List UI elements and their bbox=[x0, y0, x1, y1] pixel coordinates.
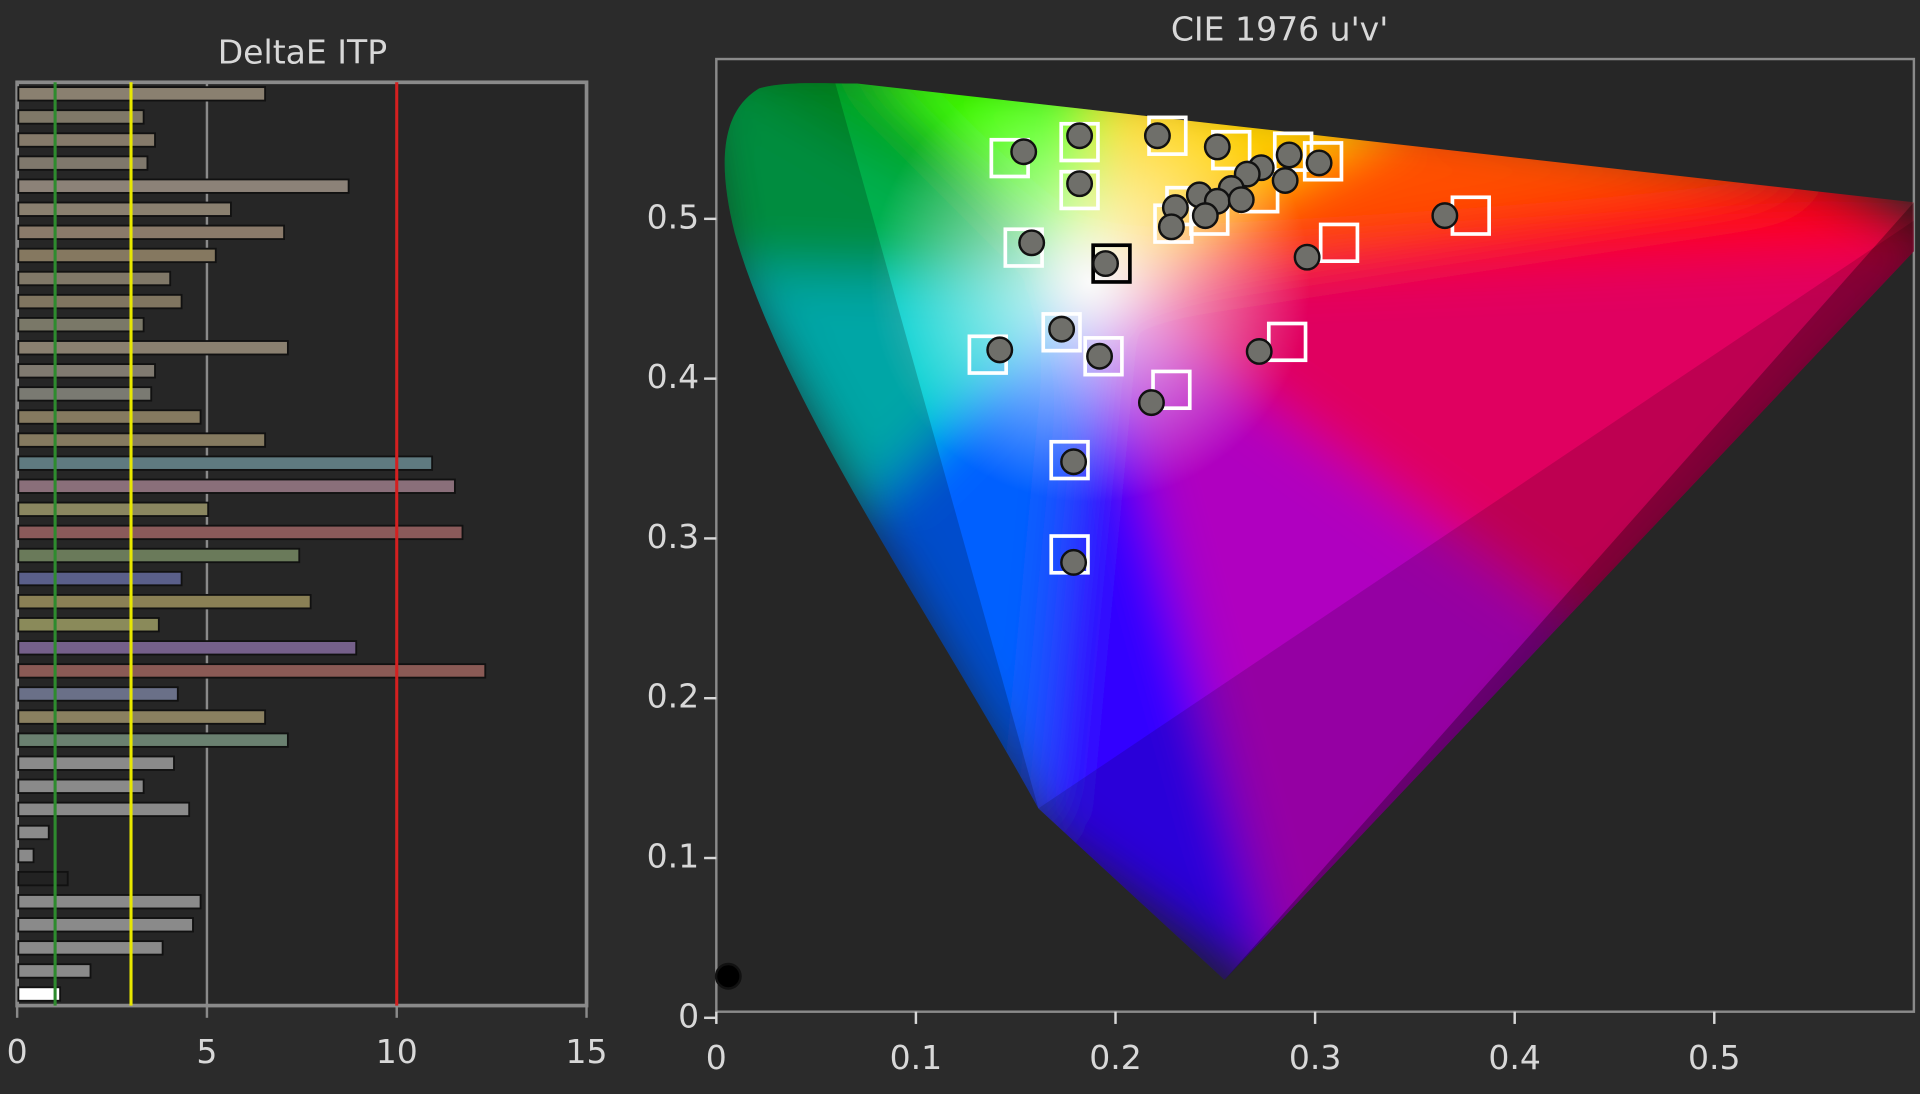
measured-point bbox=[986, 336, 1014, 364]
target-square bbox=[1266, 321, 1308, 363]
target-square bbox=[1041, 312, 1082, 353]
bar bbox=[17, 593, 312, 610]
y-tick-label: 0.2 bbox=[647, 677, 700, 716]
right-title: CIE 1976 u'v' bbox=[1171, 9, 1388, 48]
y-tick-label: 0.1 bbox=[647, 837, 700, 876]
measured-point bbox=[1060, 448, 1088, 476]
bar bbox=[17, 455, 434, 471]
measured-point bbox=[1066, 170, 1094, 198]
measured-point bbox=[1086, 342, 1114, 370]
y-tick-label: 0.5 bbox=[647, 197, 700, 236]
bar bbox=[17, 478, 456, 494]
measured-point bbox=[1010, 138, 1038, 166]
y-tick-label: 0 bbox=[678, 996, 699, 1035]
bar bbox=[17, 224, 285, 240]
x-tick-label: 0.3 bbox=[1289, 1038, 1342, 1077]
bar bbox=[17, 132, 156, 148]
target-square bbox=[1302, 141, 1344, 182]
target-square bbox=[1049, 439, 1090, 481]
left-plot-area bbox=[15, 80, 589, 1008]
target-square bbox=[1083, 336, 1124, 377]
left-title: DeltaE ITP bbox=[218, 33, 387, 72]
measured-point bbox=[1305, 149, 1333, 177]
bar bbox=[17, 917, 194, 933]
measured-point bbox=[1092, 250, 1119, 278]
bar bbox=[17, 986, 62, 1002]
bar bbox=[17, 547, 301, 564]
bar bbox=[17, 570, 183, 587]
measured-point bbox=[1275, 141, 1303, 169]
bar bbox=[17, 317, 145, 333]
bar bbox=[17, 363, 156, 379]
y-tick-label: 0.4 bbox=[647, 357, 700, 396]
x-tick-label: 0 bbox=[7, 1032, 28, 1071]
bar bbox=[17, 894, 202, 910]
bar bbox=[17, 201, 232, 217]
bar bbox=[17, 686, 179, 702]
x-tick-label: 0.5 bbox=[1688, 1038, 1741, 1077]
bar bbox=[17, 178, 350, 194]
target-square bbox=[1318, 222, 1360, 264]
measured-point bbox=[1060, 548, 1088, 576]
bar bbox=[17, 870, 69, 887]
x-tick-label: 15 bbox=[565, 1032, 607, 1071]
measured-point bbox=[1227, 186, 1255, 214]
bar bbox=[17, 617, 160, 633]
measured-point bbox=[714, 962, 742, 990]
bar bbox=[17, 755, 175, 771]
bar bbox=[17, 940, 164, 956]
measured-point bbox=[1203, 133, 1231, 161]
y-tick-label: 0.3 bbox=[647, 517, 700, 556]
measured-point bbox=[1245, 337, 1273, 365]
bar bbox=[17, 663, 487, 679]
measured-point bbox=[1048, 315, 1076, 343]
bar bbox=[17, 247, 217, 264]
bar bbox=[17, 709, 267, 725]
bar bbox=[17, 340, 289, 356]
bar bbox=[17, 847, 35, 864]
x-tick-label: 0.2 bbox=[1089, 1038, 1142, 1077]
measured-point bbox=[1431, 202, 1459, 230]
measured-point bbox=[1018, 229, 1046, 257]
bar bbox=[17, 778, 145, 794]
x-tick-label: 10 bbox=[376, 1032, 418, 1071]
x-tick-label: 0.1 bbox=[890, 1038, 943, 1077]
bar bbox=[17, 501, 210, 517]
measured-point bbox=[1191, 202, 1219, 230]
bar bbox=[17, 432, 267, 448]
measured-point bbox=[1157, 213, 1185, 241]
bar bbox=[17, 270, 172, 287]
bar bbox=[17, 409, 202, 425]
measured-point bbox=[1271, 167, 1299, 194]
bar bbox=[17, 640, 358, 656]
measured-point bbox=[1143, 122, 1171, 150]
bar bbox=[17, 293, 183, 310]
bar bbox=[17, 524, 464, 541]
measured-point bbox=[1293, 243, 1321, 271]
measured-point bbox=[1137, 389, 1165, 417]
bar bbox=[17, 109, 145, 125]
x-tick-label: 0 bbox=[706, 1038, 727, 1077]
bar bbox=[17, 801, 191, 818]
bar bbox=[17, 824, 50, 841]
bar bbox=[17, 86, 267, 102]
bar bbox=[17, 732, 289, 748]
bar bbox=[17, 155, 149, 171]
x-tick-label: 5 bbox=[196, 1032, 217, 1071]
x-tick-label: 0.4 bbox=[1488, 1038, 1541, 1077]
measured-point bbox=[1066, 122, 1094, 150]
bar bbox=[17, 386, 153, 402]
